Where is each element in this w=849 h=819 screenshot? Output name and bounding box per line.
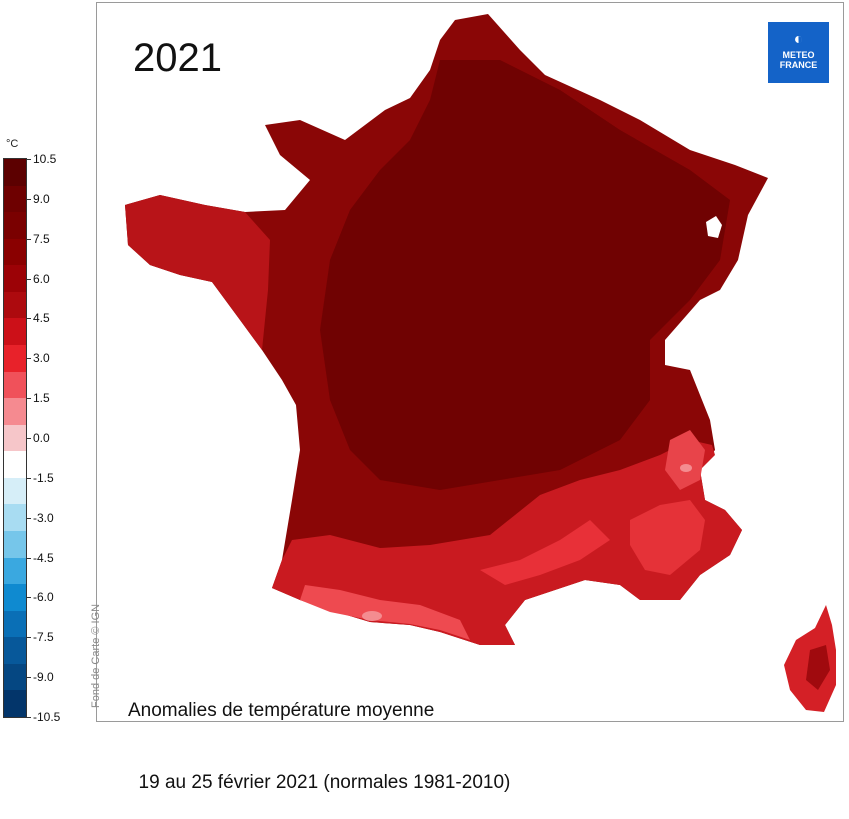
legend-bin (4, 663, 26, 691)
legend-bin (4, 610, 26, 638)
legend-tick-label: -6.0 (33, 590, 54, 604)
hot-pocket-pyrenees (300, 585, 470, 640)
legend-tick-label: -1.5 (33, 471, 54, 485)
legend-tick-mark (27, 518, 31, 519)
pale-spot-alps (680, 464, 692, 472)
legend-tick-label: 3.0 (33, 351, 50, 365)
legend-bin (4, 424, 26, 452)
legend-tick-label: 6.0 (33, 272, 50, 286)
legend-tick-label: 9.0 (33, 192, 50, 206)
legend-tick-mark (27, 279, 31, 280)
legend-tick-label: 10.5 (33, 152, 57, 166)
legend-bin (4, 265, 26, 293)
legend-bin (4, 185, 26, 213)
meteo-france-logo: ◐ METEO FRANCE (768, 22, 829, 83)
legend-tick-label: -10.5 (33, 710, 61, 724)
legend-tick-mark (27, 558, 31, 559)
legend-bin (4, 557, 26, 585)
legend-bin (4, 637, 26, 665)
map-caption: Anomalies de température moyenne 19 au 2… (128, 651, 510, 819)
anomaly-core (320, 60, 730, 490)
legend-tick-label: -4.5 (33, 551, 54, 565)
legend-tick-label: -3.0 (33, 511, 54, 525)
legend-bin (4, 451, 26, 479)
legend-tick-mark (27, 637, 31, 638)
legend-bin (4, 371, 26, 399)
legend-bin (4, 238, 26, 266)
year-title: 2021 (133, 36, 222, 80)
legend-tick-label: 7.5 (33, 232, 50, 246)
legend-tick-mark (27, 358, 31, 359)
hot-pocket-alps (665, 430, 705, 490)
legend-tick-label: 4.5 (33, 311, 50, 325)
legend-bin (4, 345, 26, 372)
legend-tick-label: -9.0 (33, 670, 54, 684)
hot-pocket-provence (630, 500, 705, 575)
legend-tick-mark (27, 597, 31, 598)
caption-line1: Anomalies de température moyenne (128, 700, 435, 721)
legend-tick-mark (27, 199, 31, 200)
legend-bin (4, 291, 26, 319)
legend-bin (4, 398, 26, 426)
south-warm-band (272, 440, 742, 645)
meteo-france-symbol-icon: ◐ (793, 31, 804, 48)
legend-tick-mark (27, 717, 31, 718)
caption-line2: 19 au 25 février 2021 (normales 1981-201… (128, 772, 511, 793)
legend-unit: °C (6, 138, 19, 150)
legend-bin (4, 504, 26, 532)
legend-bin (4, 584, 26, 612)
pale-spot-pyrenees (362, 611, 382, 621)
logo-line1: METEO (782, 50, 815, 60)
corsica-core (806, 645, 830, 690)
legend-bin (4, 477, 26, 505)
color-legend-bar (3, 158, 27, 718)
legend-bin (4, 531, 26, 558)
map-credit: Fond de Carte © IGN (90, 603, 102, 708)
legend-bin (4, 318, 26, 346)
legend-bin (4, 159, 26, 186)
legend-tick-mark (27, 159, 31, 160)
legend-tick-mark (27, 398, 31, 399)
legend-tick-label: -7.5 (33, 630, 54, 644)
legend-tick-mark (27, 438, 31, 439)
anomaly-map (125, 14, 836, 712)
logo-line2: FRANCE (779, 60, 818, 70)
legend-tick-mark (27, 239, 31, 240)
hot-pocket-mediterranean (480, 520, 610, 585)
legend-tick-mark (27, 318, 31, 319)
legend-bin (4, 690, 26, 718)
legend-tick-label: 0.0 (33, 431, 50, 445)
legend-tick-mark (27, 478, 31, 479)
legend-tick-label: 1.5 (33, 391, 50, 405)
west-warm-band (125, 195, 270, 350)
legend-tick-mark (27, 677, 31, 678)
lake-geneva (706, 216, 722, 238)
legend-bin (4, 212, 26, 240)
